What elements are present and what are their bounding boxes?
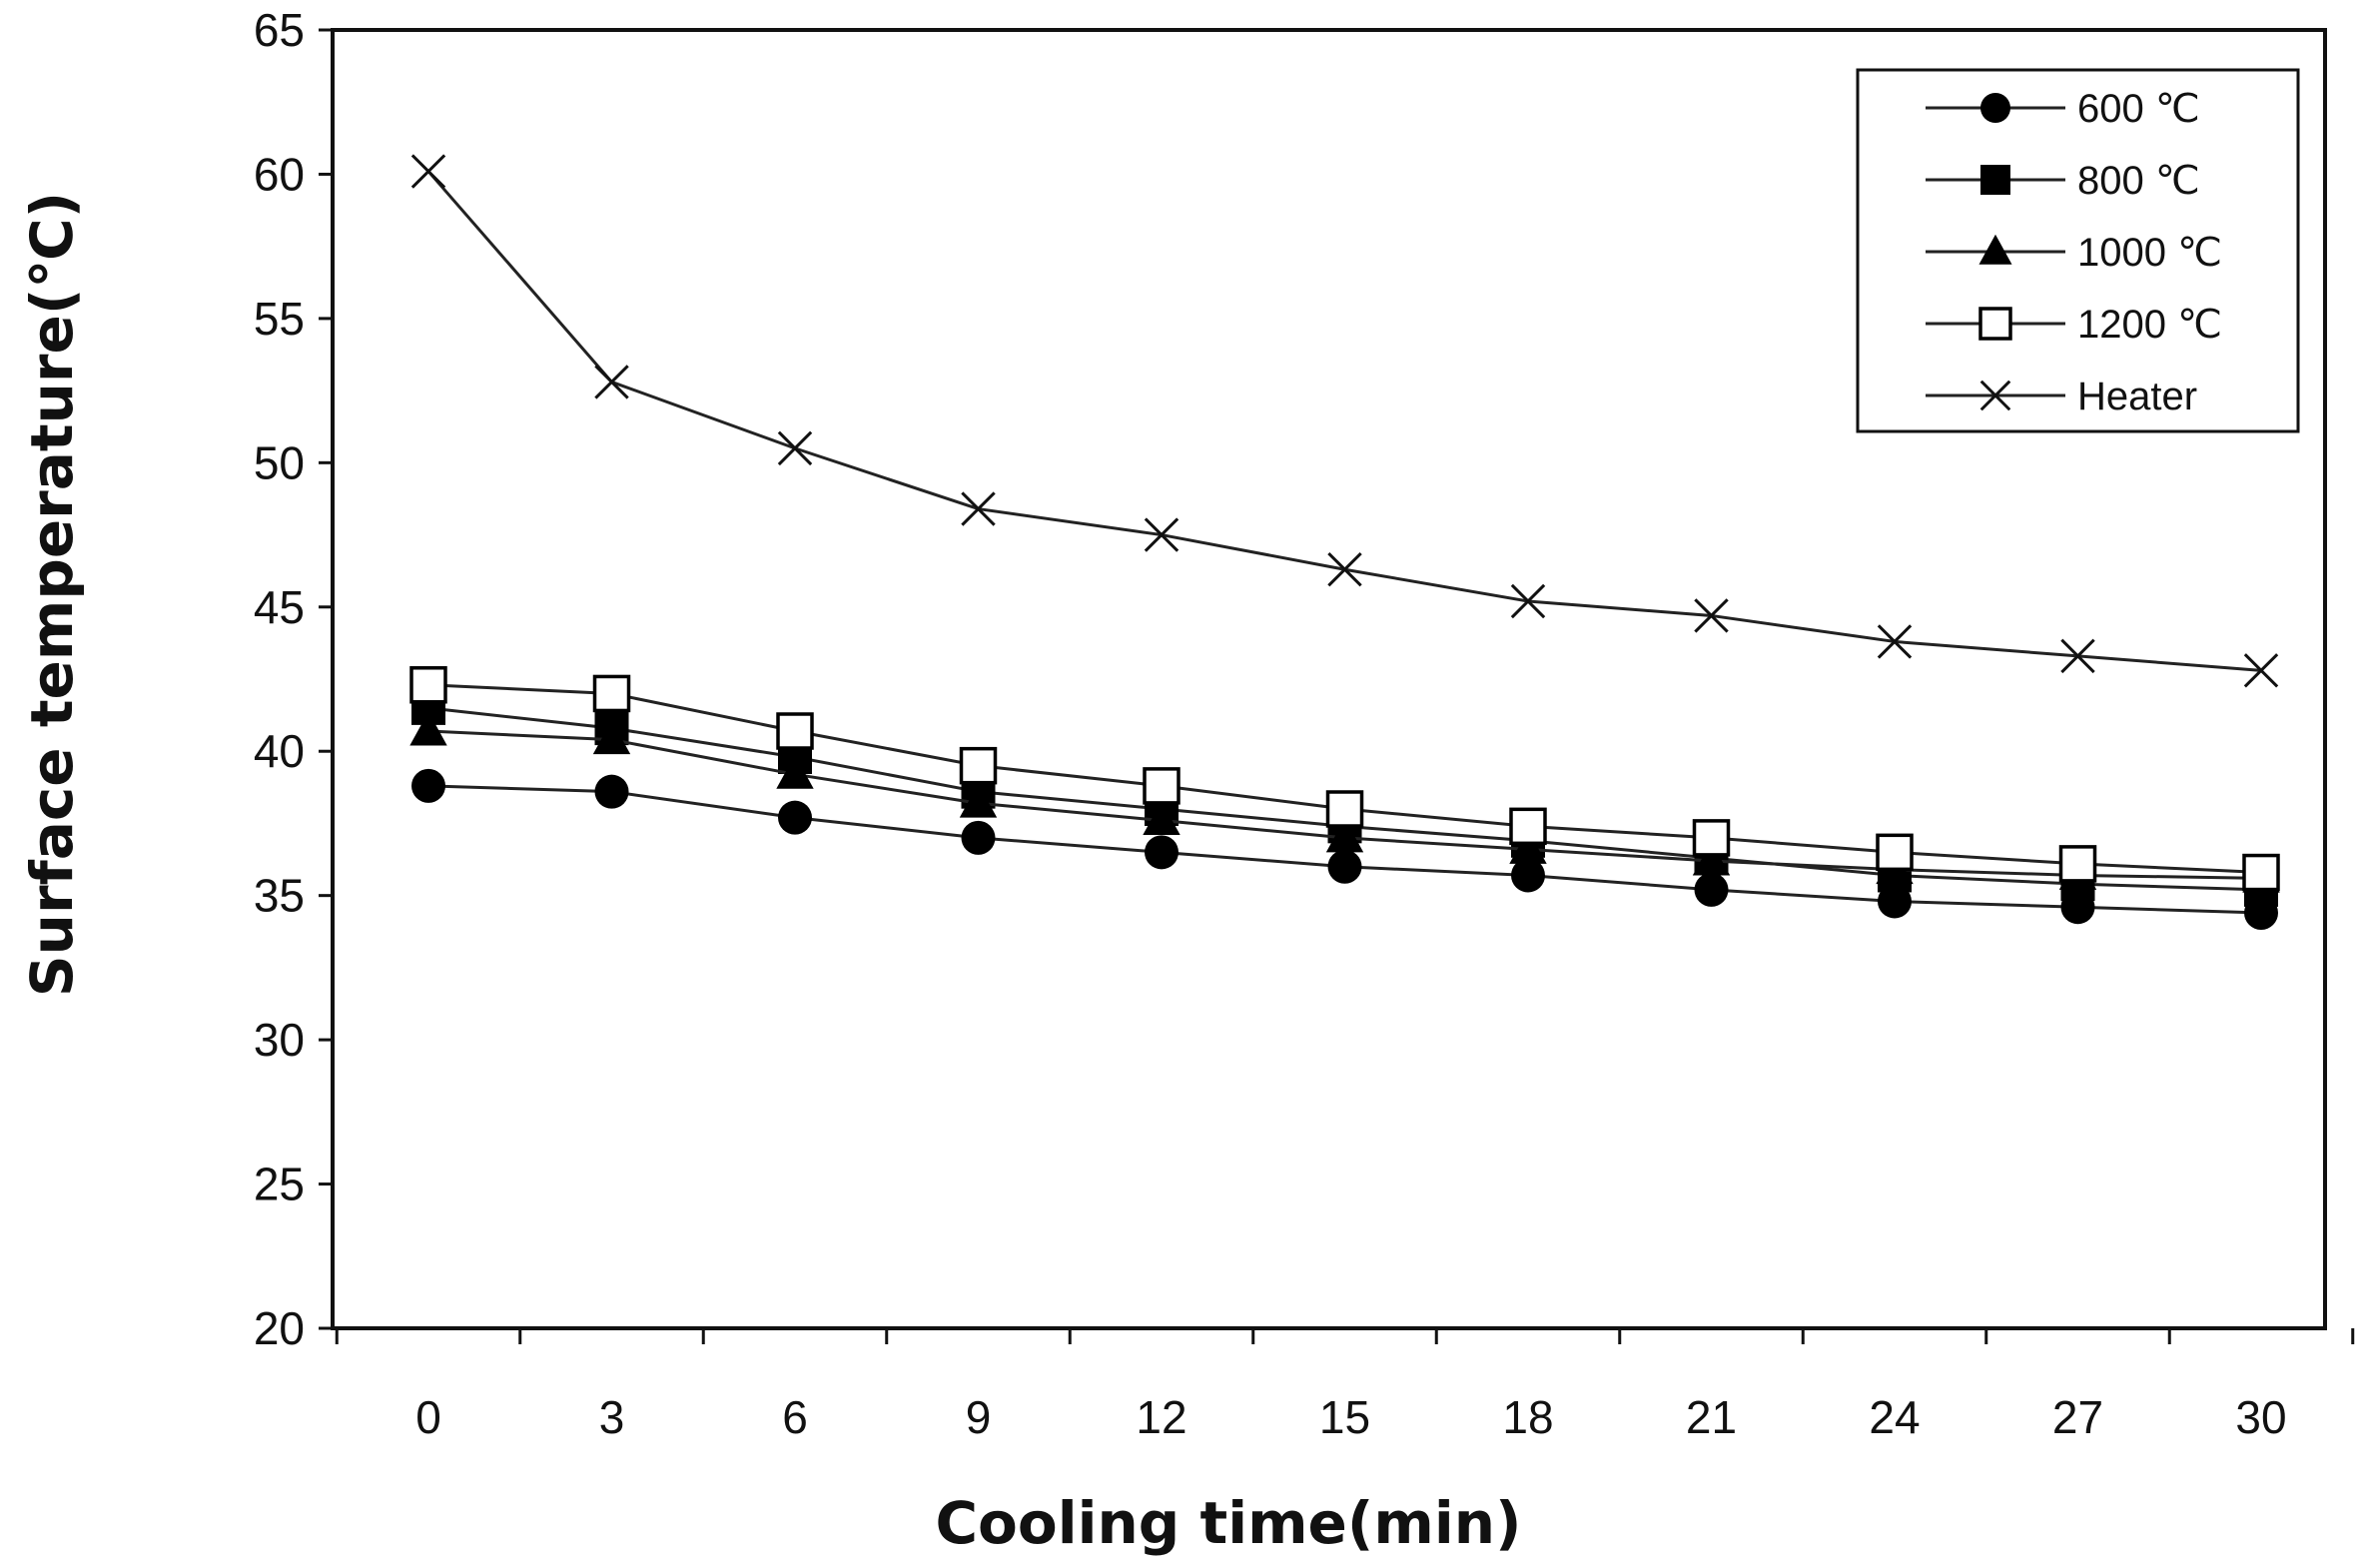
x-tick-label: 24	[1869, 1391, 1920, 1443]
x-marker-stroke	[1979, 380, 2011, 411]
x-tick-label: 15	[1319, 1391, 1370, 1443]
series-3	[409, 666, 2280, 892]
data-point	[1509, 807, 1547, 846]
data-point	[594, 774, 629, 809]
x-marker-stroke	[410, 154, 446, 189]
legend-item: 800 ℃	[1926, 159, 2200, 203]
data-point	[777, 430, 813, 466]
data-point	[1878, 884, 1912, 919]
data-point	[959, 783, 998, 818]
x-marker-stroke	[961, 491, 996, 526]
data-point	[2242, 853, 2280, 892]
x-marker-stroke	[1694, 598, 1729, 633]
data-point	[1327, 552, 1362, 587]
legend-marker	[1979, 380, 2011, 411]
data-point	[1511, 858, 1545, 893]
data-point	[592, 720, 631, 755]
data-point	[1694, 598, 1729, 633]
y-tick-label: 35	[254, 870, 305, 922]
x-marker-stroke	[1144, 517, 1180, 552]
y-axis: 20 25 30 35 40 45 50 55 60 65	[254, 4, 333, 1354]
data-point	[1876, 833, 1914, 872]
series-layer	[409, 154, 2280, 930]
data-point	[2058, 845, 2097, 883]
legend-label: 800 ℃	[2077, 159, 2200, 203]
x-tick-label: 30	[2235, 1391, 2286, 1443]
data-point	[1143, 767, 1180, 805]
data-point	[409, 666, 447, 704]
data-point	[1325, 818, 1364, 853]
x-tick-label: 6	[782, 1391, 808, 1443]
data-point	[2060, 638, 2095, 674]
legend-label: 1000 ℃	[2077, 231, 2222, 275]
x-tick-label: 3	[599, 1391, 625, 1443]
data-point	[961, 820, 996, 855]
legend-label: Heater	[2077, 375, 2197, 418]
x-marker-stroke	[1327, 552, 1362, 587]
y-tick-label: 45	[254, 581, 305, 633]
data-point	[409, 711, 447, 746]
legend-marker	[1980, 165, 2010, 195]
x-marker-stroke	[594, 365, 629, 399]
x-tick-label: 0	[415, 1391, 441, 1443]
y-tick-label: 40	[254, 725, 305, 777]
data-point	[778, 800, 812, 835]
x-tick-label: 9	[966, 1391, 992, 1443]
x-axis-title: Cooling time(min)	[935, 1489, 1521, 1557]
x-marker-stroke	[2243, 653, 2279, 688]
legend-label: 600 ℃	[2077, 87, 2200, 131]
x-marker-stroke	[777, 430, 813, 466]
legend: 600 ℃ 800 ℃ 1000 ℃ 1200 ℃ Heater	[1856, 68, 2300, 433]
data-point	[1145, 835, 1179, 870]
data-point	[1143, 801, 1180, 836]
data-point	[959, 746, 998, 785]
data-point	[1692, 841, 1731, 876]
data-point	[776, 712, 814, 750]
data-point	[2243, 653, 2279, 688]
data-point	[1327, 849, 1362, 884]
x-axis: 0 3 6 9 12 15 18 21 24 27 30	[335, 1328, 2355, 1443]
data-point	[1510, 583, 1546, 619]
data-point	[1144, 517, 1180, 552]
legend-label: 1200 ℃	[2077, 303, 2222, 347]
x-tick-label: 21	[1686, 1391, 1737, 1443]
y-tick-label: 65	[254, 4, 305, 56]
x-marker-stroke	[2060, 638, 2095, 674]
data-point	[411, 768, 445, 803]
data-point	[594, 365, 629, 399]
data-point	[1509, 829, 1547, 864]
legend-item: 1000 ℃	[1926, 231, 2222, 275]
x-tick-label: 12	[1136, 1391, 1186, 1443]
data-point	[1694, 872, 1729, 907]
data-point	[776, 754, 814, 789]
legend-marker	[1978, 307, 2012, 341]
y-tick-label: 20	[254, 1302, 305, 1354]
legend-marker	[1978, 234, 2012, 265]
data-point	[1325, 790, 1364, 828]
data-point	[1877, 624, 1913, 659]
legend-item: Heater	[1926, 375, 2197, 418]
y-tick-label: 55	[254, 293, 305, 345]
series-4	[410, 154, 2279, 688]
y-tick-label: 60	[254, 148, 305, 200]
x-marker-stroke	[1510, 583, 1546, 619]
legend-item: 600 ℃	[1926, 87, 2200, 131]
data-point	[410, 154, 446, 189]
data-point	[592, 674, 631, 713]
y-axis-title: Surface temperature(℃)	[18, 192, 86, 997]
data-point	[961, 491, 996, 526]
y-tick-label: 50	[254, 436, 305, 488]
y-tick-label: 30	[254, 1014, 305, 1066]
data-point	[1692, 819, 1731, 857]
legend-marker	[1980, 93, 2010, 123]
legend-item: 1200 ℃	[1926, 303, 2222, 347]
x-tick-label: 27	[2052, 1391, 2103, 1443]
y-tick-label: 25	[254, 1159, 305, 1210]
x-marker-stroke	[1877, 624, 1913, 659]
x-tick-label: 18	[1502, 1391, 1553, 1443]
